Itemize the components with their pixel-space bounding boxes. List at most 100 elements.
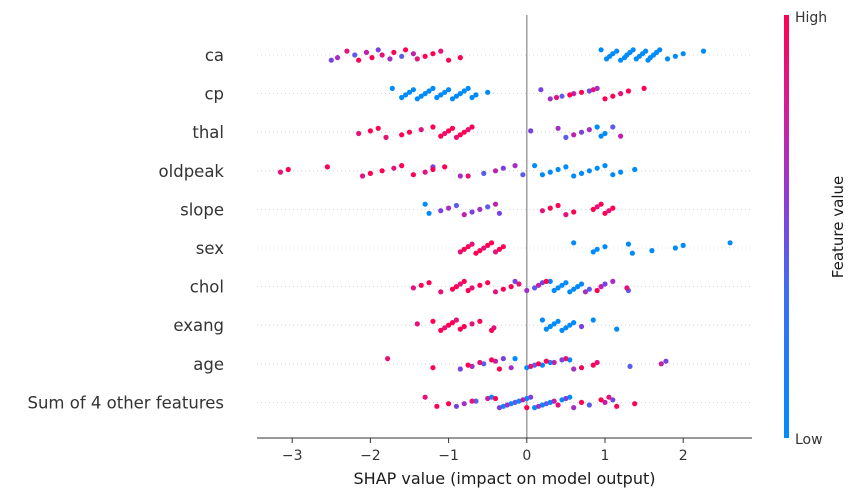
shap-point-slope bbox=[496, 210, 503, 216]
shap-point-thal bbox=[449, 125, 456, 131]
shap-point-thal bbox=[602, 130, 608, 137]
points-layer bbox=[277, 47, 733, 411]
shap-point-chol bbox=[610, 278, 616, 284]
shap-point-slope bbox=[539, 208, 546, 214]
shap-point-oldpeak bbox=[359, 173, 366, 179]
shap-point-oldpeak bbox=[285, 166, 291, 173]
shap-point-thal bbox=[469, 124, 475, 130]
shap-point-chol bbox=[410, 285, 416, 291]
feature-label-sex: sex bbox=[196, 239, 224, 258]
shap-point-cp bbox=[553, 94, 560, 101]
shap-point-slope bbox=[469, 209, 475, 215]
shap-point-cp bbox=[571, 91, 577, 97]
shap-point-age bbox=[488, 357, 495, 363]
shap-point-cp bbox=[538, 87, 544, 93]
shap-point-oldpeak bbox=[367, 170, 373, 176]
x-tick-label: 1 bbox=[601, 448, 610, 464]
shap-point-oldpeak bbox=[324, 164, 330, 170]
shap-point-sum-of-4-other-features bbox=[563, 395, 569, 402]
shap-point-thal bbox=[356, 130, 362, 137]
shap-point-ca bbox=[410, 51, 416, 57]
shap-point-sum-of-4-other-features bbox=[461, 401, 467, 407]
feature-label-cp: cp bbox=[204, 85, 224, 104]
shap-point-sum-of-4-other-features bbox=[516, 398, 522, 404]
shap-point-sum-of-4-other-features bbox=[445, 401, 452, 407]
shap-point-age bbox=[477, 359, 483, 366]
shap-point-cp bbox=[445, 87, 452, 93]
shap-point-chol bbox=[547, 278, 553, 284]
shap-point-chol bbox=[532, 285, 538, 291]
feature-labels: ca cp thal oldpeak slope sex chol exang age Sum o… bbox=[27, 46, 224, 412]
shap-point-thal bbox=[438, 133, 444, 139]
shap-point-slope bbox=[422, 201, 428, 207]
shap-point-oldpeak bbox=[602, 163, 608, 169]
shap-point-chol bbox=[535, 282, 542, 288]
shap-point-oldpeak bbox=[379, 168, 385, 174]
shap-point-cp bbox=[410, 87, 416, 93]
shap-point-sum-of-4-other-features bbox=[610, 397, 616, 403]
feature-label-exang: exang bbox=[173, 316, 224, 335]
shap-point-ca bbox=[672, 53, 678, 59]
shap-point-slope bbox=[571, 209, 577, 215]
shap-point-sum-of-4-other-features bbox=[586, 402, 592, 408]
shap-point-chol bbox=[469, 285, 475, 291]
x-tick-label: −3 bbox=[282, 448, 303, 464]
row-guides bbox=[257, 54, 752, 403]
shap-point-chol bbox=[551, 287, 557, 294]
shap-point-sum-of-4-other-features bbox=[539, 402, 546, 408]
shap-point-oldpeak bbox=[618, 169, 624, 175]
shap-point-age bbox=[492, 358, 499, 364]
shap-point-oldpeak bbox=[539, 172, 546, 178]
shap-point-exang bbox=[461, 323, 467, 330]
shap-point-chol bbox=[524, 287, 530, 294]
shap-point-slope bbox=[477, 206, 483, 212]
shap-point-cp bbox=[590, 87, 596, 93]
shap-point-ca bbox=[387, 56, 393, 62]
shap-point-chol bbox=[571, 286, 577, 292]
shap-point-slope bbox=[492, 201, 499, 207]
shap-point-chol bbox=[500, 286, 506, 292]
shap-point-oldpeak bbox=[492, 168, 499, 174]
shap-point-exang bbox=[551, 321, 557, 327]
shap-point-sex bbox=[602, 244, 608, 250]
shap-point-age bbox=[528, 363, 534, 369]
colorbar: High Low Feature value bbox=[784, 10, 847, 448]
shap-point-exang bbox=[445, 322, 452, 328]
shap-point-cp bbox=[418, 93, 424, 99]
shap-point-slope bbox=[590, 206, 596, 212]
shap-point-slope bbox=[602, 210, 608, 216]
shap-point-ca bbox=[614, 48, 620, 54]
shap-point-age bbox=[563, 356, 569, 362]
shap-point-oldpeak bbox=[410, 172, 416, 178]
shap-point-chol bbox=[586, 286, 592, 292]
shap-point-oldpeak bbox=[457, 173, 463, 179]
shap-point-oldpeak bbox=[512, 163, 518, 169]
shap-point-chol bbox=[594, 287, 600, 294]
shap-point-oldpeak bbox=[277, 169, 284, 175]
shap-point-oldpeak bbox=[391, 165, 397, 171]
shap-point-age bbox=[496, 366, 503, 372]
shap-point-oldpeak bbox=[422, 169, 428, 175]
shap-point-cp bbox=[406, 89, 413, 95]
shap-point-sex bbox=[465, 244, 471, 250]
shap-point-thal bbox=[457, 132, 463, 138]
shap-point-sum-of-4-other-features bbox=[578, 399, 585, 405]
shap-point-chol bbox=[563, 280, 569, 286]
shap-point-thal bbox=[367, 128, 373, 134]
shap-point-sum-of-4-other-features bbox=[547, 399, 553, 405]
x-tick-label: 2 bbox=[679, 448, 688, 464]
x-tick-label: −1 bbox=[438, 448, 459, 464]
shap-point-thal bbox=[578, 129, 585, 135]
shap-point-chol bbox=[624, 285, 630, 291]
shap-point-sex bbox=[481, 245, 487, 251]
shap-point-age bbox=[481, 361, 487, 367]
shap-point-exang bbox=[547, 323, 553, 330]
shap-point-ca bbox=[391, 49, 397, 56]
shap-point-age bbox=[567, 357, 573, 363]
shap-point-age bbox=[559, 357, 565, 363]
shap-point-exang bbox=[491, 325, 497, 331]
shap-point-sex bbox=[680, 242, 686, 248]
shap-point-ca bbox=[369, 55, 375, 61]
shap-point-cp bbox=[586, 88, 592, 94]
shap-point-sex bbox=[477, 248, 483, 254]
